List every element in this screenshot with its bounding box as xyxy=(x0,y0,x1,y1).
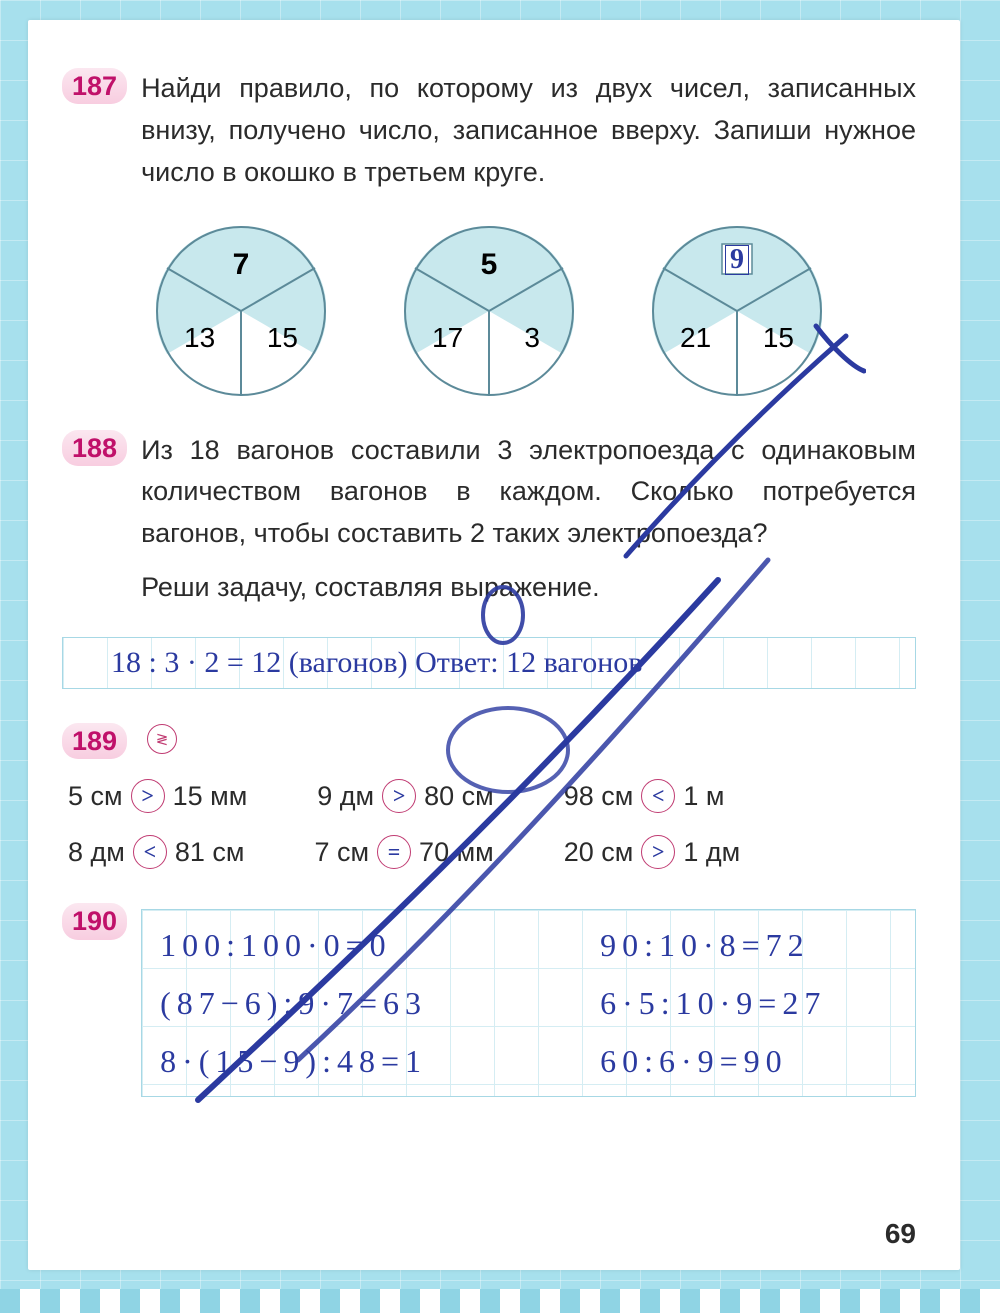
calc-answer: 90 xyxy=(744,1043,788,1079)
compare-cell: 20 см > 1 дм xyxy=(564,835,740,869)
compare-cell: 5 см > 15 мм xyxy=(68,779,247,813)
compare-operator: > xyxy=(131,779,165,813)
calc-row: 8·(15−9):48=1 60:6·9=90 xyxy=(160,1032,903,1090)
problem-number-badge: 187 xyxy=(62,68,127,104)
circle-diagram: 7 13 15 xyxy=(156,226,326,396)
bottom-border-pattern xyxy=(0,1289,1000,1313)
problem-text: Из 18 вагонов составили 3 электропоезда … xyxy=(141,430,916,556)
problem-number-badge: 190 xyxy=(62,903,127,939)
problem-189: 189 ≷ 5 см > 15 мм 9 дм > 80 см xyxy=(62,723,916,869)
compare-operator: < xyxy=(133,835,167,869)
problem-number-badge: 188 xyxy=(62,430,127,466)
handwritten-answer: 18 : 3 · 2 = 12 (вагонов) Ответ: 12 ваго… xyxy=(111,646,642,680)
compare-operator: > xyxy=(382,779,416,813)
calc-expr: 100:100·0= xyxy=(160,927,370,963)
calc-answer: 0 xyxy=(370,927,392,963)
calc-answer: 72 xyxy=(766,927,810,963)
calc-expr: 8·(15−9):48= xyxy=(160,1043,405,1079)
calc-answer: 63 xyxy=(383,985,427,1021)
circle-diagram: 9 21 15 xyxy=(652,226,822,396)
calc-row: 100:100·0=0 90:10·8=72 xyxy=(160,916,903,974)
compare-cell: 9 дм > 80 см xyxy=(317,779,493,813)
calc-answer: 1 xyxy=(405,1043,427,1079)
workbook-page: 187 Найди правило, по которому из двух ч… xyxy=(28,20,960,1270)
compare-cell: 98 см < 1 м xyxy=(564,779,725,813)
circle-top-value: 5 xyxy=(404,248,574,282)
circles-row: 7 13 15 5 17 xyxy=(62,226,916,396)
circle-left-value: 17 xyxy=(432,322,463,354)
answer-strip: 18 : 3 · 2 = 12 (вагонов) Ответ: 12 ваго… xyxy=(62,637,916,689)
circle-left-value: 13 xyxy=(184,322,215,354)
calc-expr: 90:10·8= xyxy=(600,927,766,963)
compare-cell: 7 см = 70 мм xyxy=(314,835,493,869)
problem-number-badge: 189 xyxy=(62,723,127,759)
calc-row: (87−6):9·7=63 6·5:10·9=27 xyxy=(160,974,903,1032)
problem-190: 190 100:100·0=0 90:10·8=72 (87−6):9·7=63… xyxy=(62,903,916,1097)
page-number: 69 xyxy=(885,1218,916,1250)
problem-text: Найди правило, по которому из двух чисел… xyxy=(141,68,916,194)
circle-top-value: 7 xyxy=(156,248,326,282)
calc-expr: 60:6·9= xyxy=(600,1043,744,1079)
problem-187: 187 Найди правило, по которому из двух ч… xyxy=(62,68,916,396)
circle-right-value: 3 xyxy=(524,322,540,354)
circle-diagram: 5 17 3 xyxy=(404,226,574,396)
calc-expr: (87−6):9·7= xyxy=(160,985,383,1021)
circle-right-value: 15 xyxy=(267,322,298,354)
circle-answer-value: 9 xyxy=(725,245,749,275)
circle-right-value: 15 xyxy=(763,322,794,354)
scan-background: 187 Найди правило, по которому из двух ч… xyxy=(0,0,1000,1313)
calc-answer: 27 xyxy=(782,985,826,1021)
problem-subtext: Реши задачу, составляя выражение. xyxy=(141,567,916,609)
circle-left-value: 21 xyxy=(680,322,711,354)
compare-cell: 8 дм < 81 см xyxy=(68,835,244,869)
compare-operator: > xyxy=(641,835,675,869)
compare-icon: ≷ xyxy=(147,724,177,754)
problem-188: 188 Из 18 вагонов составили 3 электропое… xyxy=(62,430,916,689)
calc-expr: 6·5:10·9= xyxy=(600,985,782,1021)
compare-operator: < xyxy=(641,779,675,813)
compare-grid: 5 см > 15 мм 9 дм > 80 см 98 см < 1 м xyxy=(62,779,916,869)
compare-operator: = xyxy=(377,835,411,869)
calc-grid: 100:100·0=0 90:10·8=72 (87−6):9·7=63 6·5… xyxy=(141,909,916,1097)
